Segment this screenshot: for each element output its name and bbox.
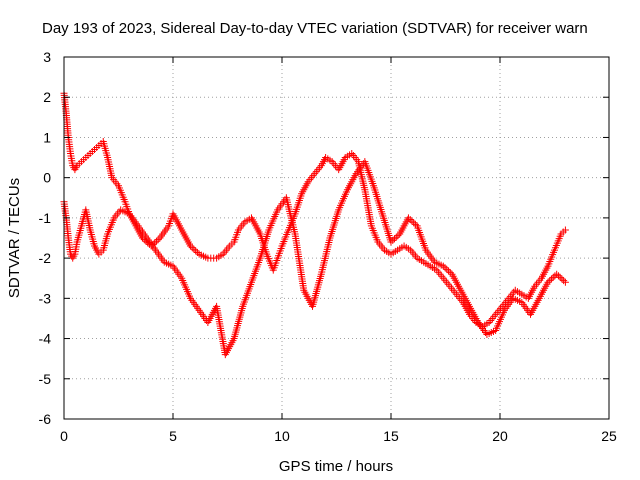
data-point <box>390 235 398 243</box>
x-axis-label: GPS time / hours <box>279 458 393 475</box>
data-point <box>561 226 569 234</box>
data-point <box>186 242 194 250</box>
y-tick-label: -5 <box>39 371 52 387</box>
data-point <box>387 238 395 246</box>
data-point <box>152 237 160 245</box>
data-point <box>553 270 561 278</box>
x-tick-label: 15 <box>383 428 399 444</box>
data-point <box>389 236 397 244</box>
data-point <box>404 214 412 222</box>
data-point <box>560 277 568 285</box>
data-point <box>406 215 414 223</box>
x-tick-label: 25 <box>601 428 617 444</box>
data-point <box>445 267 453 275</box>
plot-frame <box>63 56 610 420</box>
y-tick-label: 3 <box>43 49 51 65</box>
data-point <box>190 245 198 253</box>
y-tick-label: -3 <box>39 290 52 306</box>
x-tick-label: 0 <box>60 428 68 444</box>
y-tick-label: -1 <box>39 210 52 226</box>
x-tick-label: 20 <box>492 428 508 444</box>
data-point <box>192 247 200 255</box>
x-tick-label: 5 <box>169 428 177 444</box>
y-tick-label: 2 <box>43 89 51 105</box>
data-point <box>558 275 566 283</box>
data-point <box>549 273 557 281</box>
y-tick-label: 1 <box>43 129 51 145</box>
data-point <box>410 219 418 227</box>
x-tick-label: 10 <box>274 428 290 444</box>
data-point <box>394 232 402 240</box>
data-point <box>441 264 449 272</box>
data-points <box>60 89 569 359</box>
data-point <box>546 277 554 285</box>
data-point <box>392 233 400 241</box>
data-point <box>446 269 454 277</box>
data-point <box>188 244 196 252</box>
y-tick-label: 0 <box>43 170 51 186</box>
chart-title: Day 193 of 2023, Sidereal Day-to-day VTE… <box>42 20 588 37</box>
data-point <box>193 248 201 256</box>
data-point <box>561 278 569 286</box>
data-point <box>408 217 416 225</box>
data-point <box>544 278 552 286</box>
data-point <box>154 236 162 244</box>
data-point <box>439 262 447 270</box>
data-point <box>443 265 451 273</box>
data-point <box>411 220 419 228</box>
y-axis-label: SDTVAR / TECUs <box>6 178 23 298</box>
axis-ticks: 0 5 10 15 20 25 -6 -5 -4 -3 -2 -1 0 1 2 3 <box>39 49 617 444</box>
data-point <box>547 275 555 283</box>
y-tick-label: -2 <box>39 250 52 266</box>
data-point <box>556 273 564 281</box>
data-point <box>554 272 562 280</box>
y-tick-label: -6 <box>39 411 52 427</box>
y-tick-label: -4 <box>39 331 52 347</box>
